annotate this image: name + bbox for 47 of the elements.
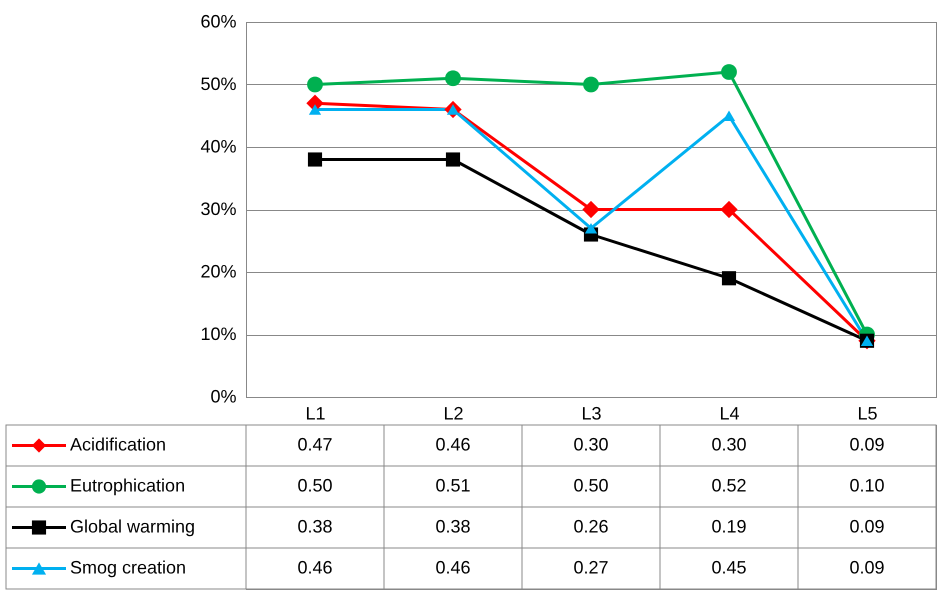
data-label: 0.47 xyxy=(297,434,333,454)
x-tick-label: L3 xyxy=(581,404,602,424)
data-label: 0.46 xyxy=(435,434,471,454)
point xyxy=(308,152,322,167)
data-label: 0.27 xyxy=(573,558,609,578)
data-label: 0.50 xyxy=(573,476,609,496)
data-label: 0.50 xyxy=(297,476,333,496)
point xyxy=(583,76,599,92)
point xyxy=(584,222,598,234)
data-label: 0.46 xyxy=(435,558,471,578)
y-tick-label: 50% xyxy=(200,74,236,94)
data-label: 0.09 xyxy=(849,558,885,578)
legend-label: Smog creation xyxy=(70,558,186,578)
legend-label: Acidification xyxy=(70,434,166,454)
data-label: 0.09 xyxy=(849,516,885,536)
x-tick-label: L5 xyxy=(857,404,878,424)
point xyxy=(582,200,600,218)
data-label: 0.45 xyxy=(711,558,747,578)
data-label: 0.26 xyxy=(573,516,609,536)
point xyxy=(307,76,323,92)
y-tick-label: 40% xyxy=(200,136,236,156)
y-tick-label: 20% xyxy=(200,262,236,282)
data-label: 0.46 xyxy=(297,558,333,578)
data-label: 0.09 xyxy=(849,434,885,454)
point xyxy=(445,70,461,86)
data-label: 0.19 xyxy=(711,516,747,536)
data-label: 0.51 xyxy=(435,476,471,496)
data-label: 0.30 xyxy=(573,434,609,454)
x-tick-label: L4 xyxy=(719,404,740,424)
data-label: 0.10 xyxy=(849,476,885,496)
y-tick-label: 10% xyxy=(200,324,236,344)
point xyxy=(722,271,736,286)
point xyxy=(721,64,737,80)
data-label: 0.30 xyxy=(711,434,747,454)
x-tick-label: L1 xyxy=(305,404,326,424)
point xyxy=(720,200,738,218)
point xyxy=(446,152,460,167)
legend-label: Global warming xyxy=(70,516,196,536)
y-tick-label: 60% xyxy=(200,12,236,32)
data-label: 0.38 xyxy=(297,516,333,536)
legend-label: Eutrophication xyxy=(70,476,186,496)
y-tick-label: 30% xyxy=(200,199,236,219)
x-tick-label: L2 xyxy=(443,404,464,424)
y-tick-label: 0% xyxy=(210,386,236,406)
data-label: 0.38 xyxy=(435,516,471,536)
data-label: 0.52 xyxy=(711,476,747,496)
point xyxy=(308,104,322,115)
